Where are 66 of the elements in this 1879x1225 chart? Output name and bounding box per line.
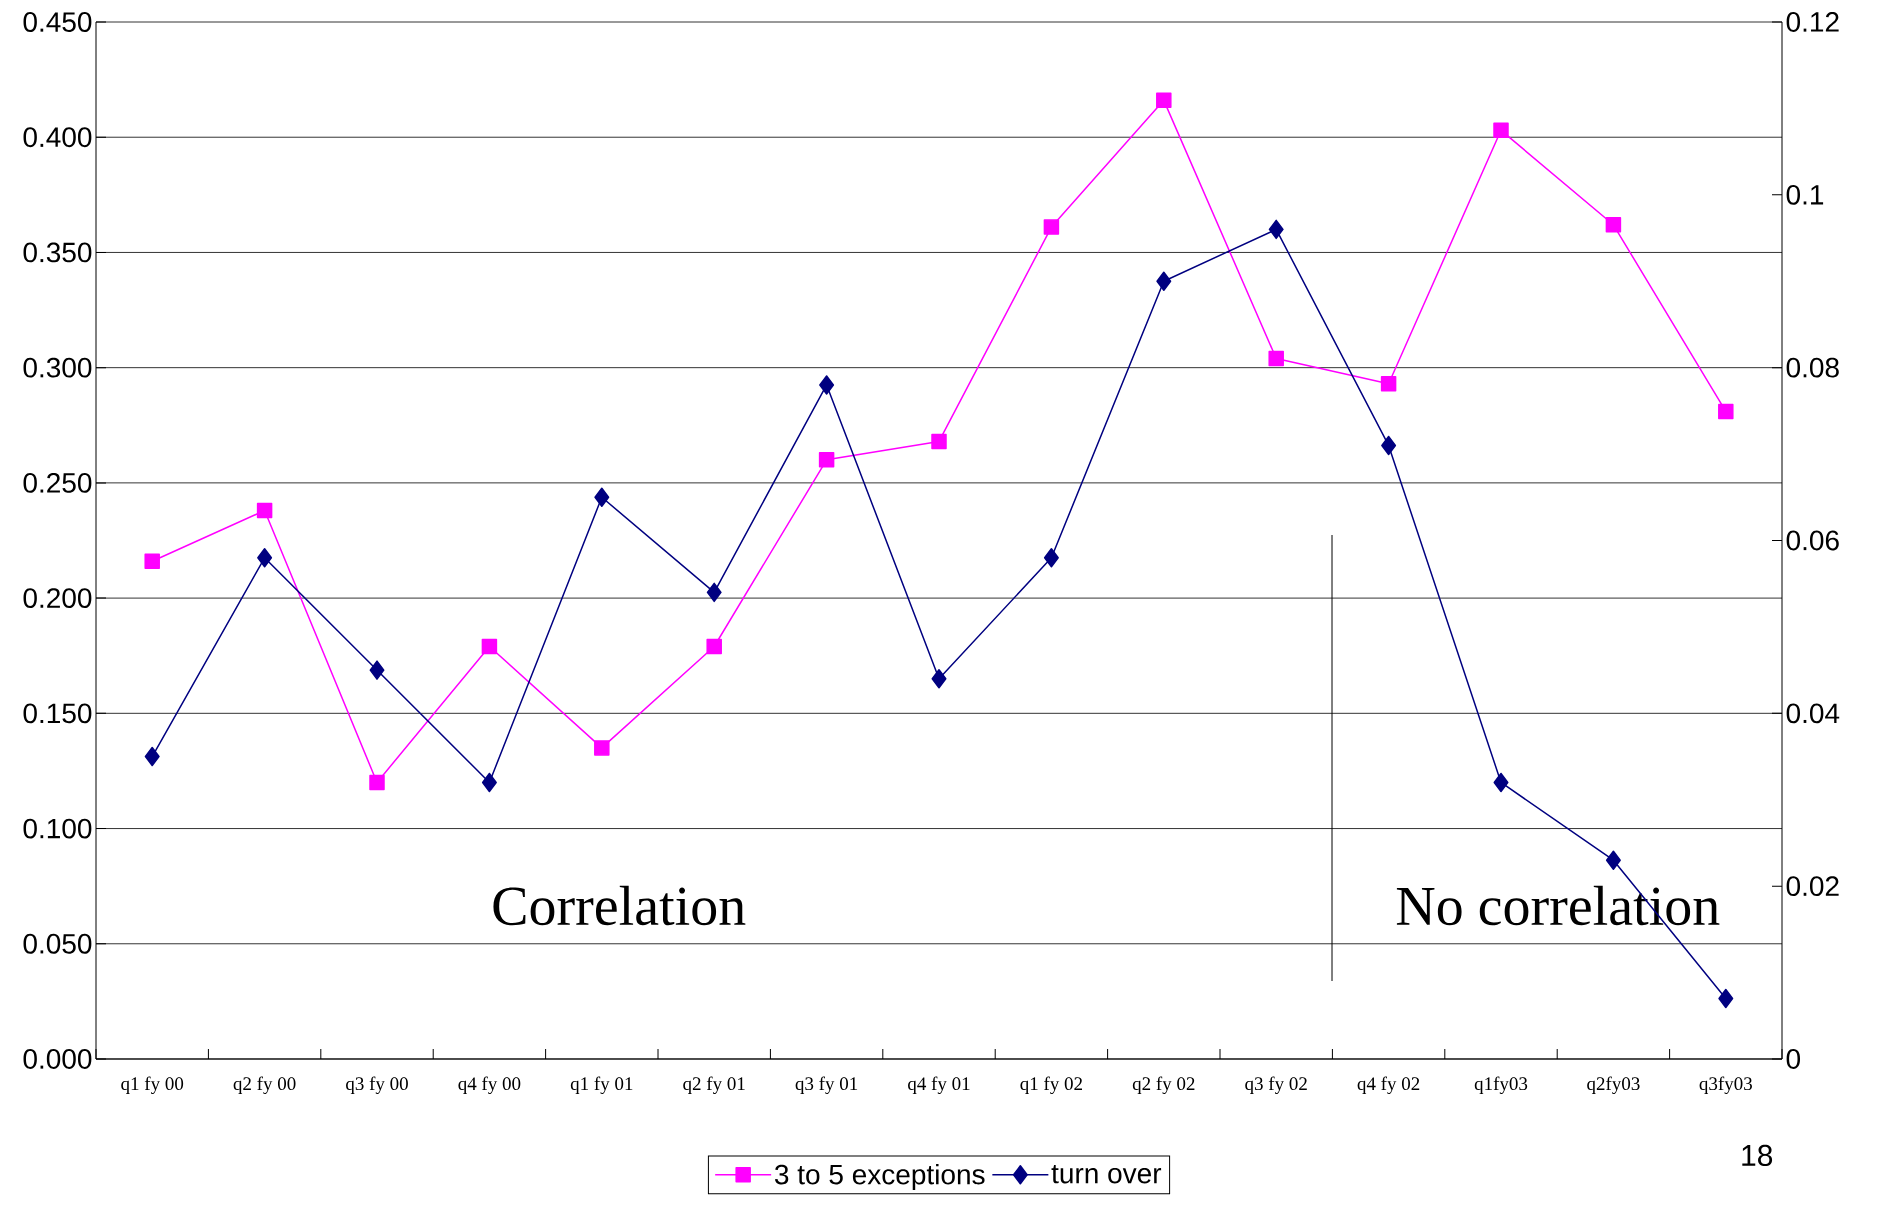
y-tick-label: 0.050: [23, 933, 92, 954]
x-tick-label: q4 fy 02: [1357, 1076, 1420, 1094]
point: [144, 553, 160, 569]
y-tick-label: 0.150: [23, 703, 92, 724]
y-tick-label: 0.200: [23, 588, 92, 609]
point: [706, 638, 722, 655]
point: [369, 774, 385, 791]
x-tick-label: q3fy03: [1699, 1076, 1752, 1094]
y2-tick-label: 0.04: [1786, 703, 1840, 724]
y2-tick-label: 0.12: [1786, 12, 1839, 32]
legend-label: turn over: [1051, 1165, 1162, 1184]
x-tick-label: q2 fy 01: [683, 1076, 745, 1094]
y2-tick-label: 0: [1786, 1049, 1801, 1069]
y2-tick-label: 0.02: [1786, 876, 1839, 897]
point: [1156, 92, 1172, 109]
point: [1380, 376, 1397, 392]
x-tick-label: q3 fy 01: [795, 1076, 858, 1094]
x-tick-label: q1 fy 00: [121, 1076, 184, 1094]
y2-tick-label: 0.08: [1786, 357, 1839, 378]
point: [369, 660, 385, 680]
y-tick-label: 0.350: [23, 242, 92, 263]
point: [1043, 548, 1059, 568]
point: [1605, 850, 1621, 870]
x-tick-label: q1 fy 01: [570, 1076, 633, 1094]
point: [1493, 772, 1509, 793]
x-tick-label: q2fy03: [1587, 1076, 1640, 1094]
annotation: Correlation: [493, 885, 746, 926]
point: [931, 433, 947, 450]
x-tick-label: q3 fy 02: [1245, 1076, 1307, 1094]
point: [256, 502, 273, 519]
point: [1718, 988, 1734, 1009]
point: [257, 548, 273, 568]
point: [594, 740, 610, 756]
x-tick-label: q4 fy 00: [458, 1076, 521, 1094]
y-tick-label: 0.000: [23, 1049, 92, 1069]
y-tick-label: 0.450: [23, 12, 92, 32]
point: [1156, 271, 1172, 291]
point: [706, 582, 722, 603]
legend-label: 3 to 5 exceptions: [774, 1163, 985, 1191]
x-tick-label: q4 fy 01: [908, 1076, 970, 1094]
x-tick-label: q1fy03: [1474, 1076, 1528, 1094]
y-tick-label: 0.300: [23, 357, 92, 378]
point: [1718, 403, 1734, 420]
point: [1268, 350, 1284, 367]
point: [481, 638, 498, 655]
point: [931, 669, 947, 689]
point: [1268, 219, 1284, 240]
point: [594, 487, 610, 508]
point: [481, 772, 497, 793]
x-tick-label: q2 fy 02: [1132, 1076, 1195, 1094]
point: [1043, 219, 1060, 235]
y-tick-label: 0.100: [23, 818, 92, 839]
y-tick-label: 0.250: [23, 472, 92, 493]
x-tick-label: q2 fy 00: [233, 1076, 296, 1094]
y-tick-label: 0.400: [23, 127, 92, 148]
point: [819, 375, 835, 395]
x-tick-label: q1 fy 02: [1020, 1076, 1082, 1094]
text: 18: [1742, 1144, 1773, 1167]
point: [1493, 122, 1509, 139]
y2-tick-label: 0.06: [1786, 530, 1839, 551]
point: [1381, 435, 1397, 456]
point: [818, 452, 835, 468]
x-tick-label: q3 fy 00: [346, 1076, 408, 1094]
y2-tick-label: 0.1: [1786, 184, 1824, 205]
point: [144, 746, 160, 767]
point: [1605, 217, 1622, 233]
